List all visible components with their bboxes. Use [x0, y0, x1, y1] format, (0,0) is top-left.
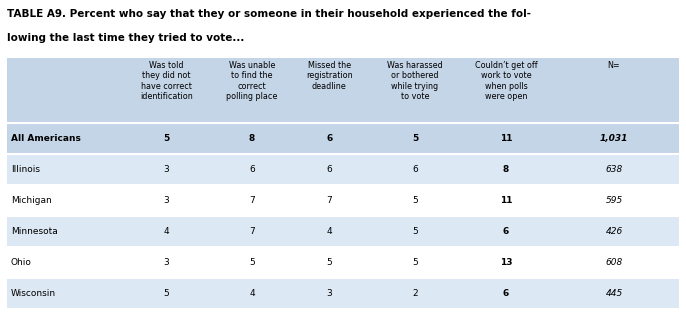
Text: 608: 608: [605, 258, 623, 267]
Text: 5: 5: [412, 258, 418, 267]
Text: Minnesota: Minnesota: [11, 227, 58, 236]
Text: 595: 595: [605, 196, 623, 205]
Text: 6: 6: [412, 165, 418, 174]
Text: 4: 4: [327, 227, 332, 236]
Text: 5: 5: [249, 258, 255, 267]
Text: lowing the last time they tried to vote...: lowing the last time they tried to vote.…: [7, 33, 244, 43]
Text: Illinois: Illinois: [11, 165, 40, 174]
Text: 6: 6: [249, 165, 255, 174]
Text: Was unable
to find the
correct
polling place: Was unable to find the correct polling p…: [226, 61, 278, 101]
Text: 4: 4: [163, 227, 169, 236]
Text: 3: 3: [163, 165, 169, 174]
Text: 5: 5: [412, 134, 418, 143]
Text: 7: 7: [327, 196, 332, 205]
Text: 5: 5: [163, 289, 169, 298]
Text: Ohio: Ohio: [11, 258, 32, 267]
Text: 4: 4: [249, 289, 255, 298]
Text: TABLE A9. Percent who say that they or someone in their household experienced th: TABLE A9. Percent who say that they or s…: [7, 9, 531, 20]
Text: 6: 6: [503, 289, 509, 298]
Text: 445: 445: [605, 289, 623, 298]
Text: 3: 3: [327, 289, 332, 298]
Text: 11: 11: [499, 196, 512, 205]
Text: Missed the
registration
deadline: Missed the registration deadline: [306, 61, 353, 91]
Text: 5: 5: [163, 134, 169, 143]
Text: 3: 3: [163, 196, 169, 205]
Text: 7: 7: [249, 196, 255, 205]
Text: 5: 5: [412, 227, 418, 236]
Text: 1,031: 1,031: [600, 134, 628, 143]
Text: 11: 11: [499, 134, 512, 143]
Text: Was told
they did not
have correct
identification: Was told they did not have correct ident…: [140, 61, 193, 101]
Text: Michigan: Michigan: [11, 196, 51, 205]
Text: 5: 5: [412, 196, 418, 205]
Text: 13: 13: [499, 258, 512, 267]
Text: 8: 8: [503, 165, 509, 174]
Text: N=: N=: [608, 61, 620, 70]
Text: 2: 2: [412, 289, 418, 298]
Text: 8: 8: [249, 134, 255, 143]
Text: Wisconsin: Wisconsin: [11, 289, 56, 298]
Text: Couldn’t get off
work to vote
when polls
were open: Couldn’t get off work to vote when polls…: [475, 61, 537, 101]
Text: 5: 5: [327, 258, 332, 267]
Text: All Americans: All Americans: [11, 134, 81, 143]
Text: 426: 426: [605, 227, 623, 236]
Text: 638: 638: [605, 165, 623, 174]
Text: 7: 7: [249, 227, 255, 236]
Text: 6: 6: [326, 134, 333, 143]
Text: 6: 6: [503, 227, 509, 236]
Text: Was harassed
or bothered
while trying
to vote: Was harassed or bothered while trying to…: [387, 61, 443, 101]
Text: 6: 6: [327, 165, 332, 174]
Text: 3: 3: [163, 258, 169, 267]
